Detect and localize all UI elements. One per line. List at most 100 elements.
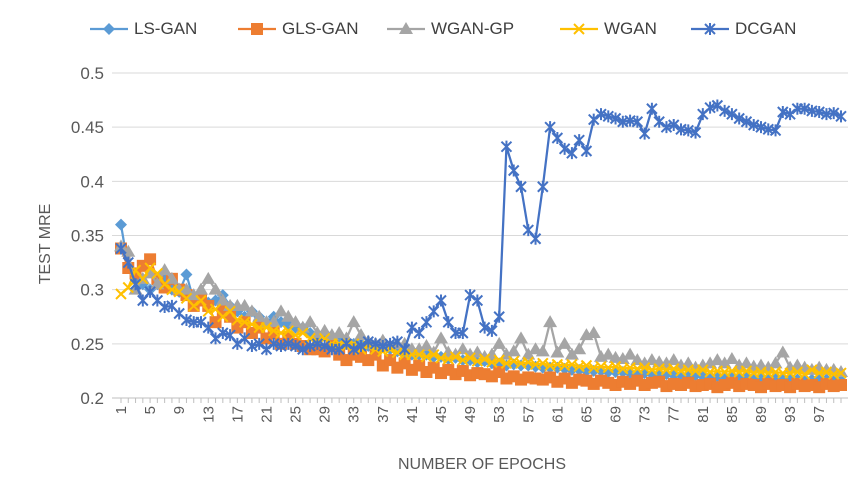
data-point (442, 353, 454, 365)
data-point (151, 267, 164, 280)
data-point (428, 348, 440, 361)
x-tick-label: 57 (520, 406, 537, 423)
data-point (748, 119, 760, 131)
data-point (201, 271, 216, 284)
data-point (718, 104, 731, 117)
data-point (537, 180, 549, 193)
data-point (246, 340, 258, 352)
x-tick-label: 85 (724, 406, 741, 423)
legend-swatch (385, 18, 427, 40)
x-tick-label: 93 (782, 406, 799, 423)
y-tick-label: 0.3 (80, 281, 104, 300)
data-point (638, 127, 651, 140)
data-point (275, 327, 287, 339)
legend-label: WGAN (604, 19, 657, 38)
data-point (710, 353, 725, 366)
data-point (806, 364, 818, 376)
data-point (726, 108, 738, 121)
data-point (457, 327, 469, 339)
y-tick-label: 0.2 (80, 389, 104, 408)
data-point (471, 355, 484, 367)
legend-item-gls-gan: GLS-GAN (236, 18, 359, 40)
data-point (435, 294, 447, 307)
data-point (573, 134, 585, 147)
data-point (835, 367, 847, 379)
data-point (355, 340, 367, 352)
data-point (346, 315, 361, 328)
data-point (455, 342, 470, 355)
y-tick-label: 0.35 (71, 227, 104, 246)
x-tick-label: 81 (695, 406, 712, 423)
data-point (478, 353, 491, 365)
data-point (288, 315, 303, 328)
x-tick-label: 73 (637, 406, 654, 423)
data-point (434, 331, 448, 344)
x-tick-label: 41 (404, 406, 421, 423)
data-point (194, 282, 208, 295)
data-point (268, 337, 280, 350)
data-point (129, 278, 142, 291)
data-point (275, 340, 287, 352)
legend-label: LS-GAN (134, 19, 198, 38)
data-point (609, 112, 622, 125)
data-point (704, 101, 716, 114)
legend-swatch (558, 18, 600, 40)
data-point (103, 23, 115, 35)
data-point (144, 262, 156, 274)
data-point (660, 121, 673, 134)
data-point (775, 345, 790, 358)
data-point (180, 268, 193, 281)
x-tick-label: 1 (113, 406, 130, 414)
data-point (215, 293, 230, 306)
x-tick-label: 37 (375, 406, 392, 423)
data-point (406, 321, 418, 334)
data-point (260, 321, 273, 334)
data-point (188, 300, 200, 312)
data-point (551, 132, 564, 144)
y-axis-ticks: 0.2 0.25 0.3 0.35 0.4 0.45 0.5 (71, 64, 104, 408)
data-point (544, 121, 556, 134)
data-point (514, 331, 528, 344)
data-point (317, 323, 332, 336)
data-point (798, 368, 811, 380)
data-point (522, 356, 534, 368)
legend-swatch (236, 18, 278, 40)
data-point (209, 316, 222, 329)
data-point (508, 164, 520, 177)
data-point (413, 348, 425, 361)
data-point (668, 363, 680, 375)
data-point (529, 232, 542, 245)
x-tick-label: 89 (753, 406, 770, 423)
data-point (566, 147, 578, 160)
legend-label: DCGAN (735, 19, 797, 38)
data-point (297, 343, 309, 356)
data-point (493, 354, 505, 366)
data-point (179, 282, 194, 295)
data-point (813, 106, 825, 118)
data-point (550, 345, 565, 358)
data-point (150, 277, 165, 290)
data-point (246, 318, 258, 331)
data-point (202, 305, 214, 318)
data-point (173, 307, 185, 320)
data-point (268, 325, 280, 337)
series-dcgan (115, 99, 847, 356)
data-point (282, 325, 294, 337)
legend-swatch (88, 18, 130, 40)
data-point (768, 356, 783, 369)
data-point (653, 115, 665, 128)
x-tick-label: 69 (608, 406, 625, 423)
data-point (115, 242, 127, 255)
data-point (464, 289, 476, 302)
data-point (304, 340, 316, 352)
data-point (717, 356, 732, 369)
data-point (609, 360, 622, 373)
data-point (739, 356, 754, 369)
x-tick-label: 53 (491, 406, 508, 423)
data-point (202, 321, 214, 334)
data-point (238, 316, 251, 328)
data-point (668, 119, 680, 131)
legend-item-wgan-gp: WGAN-GP (385, 18, 514, 40)
data-point (486, 356, 498, 368)
series-line (120, 266, 842, 376)
